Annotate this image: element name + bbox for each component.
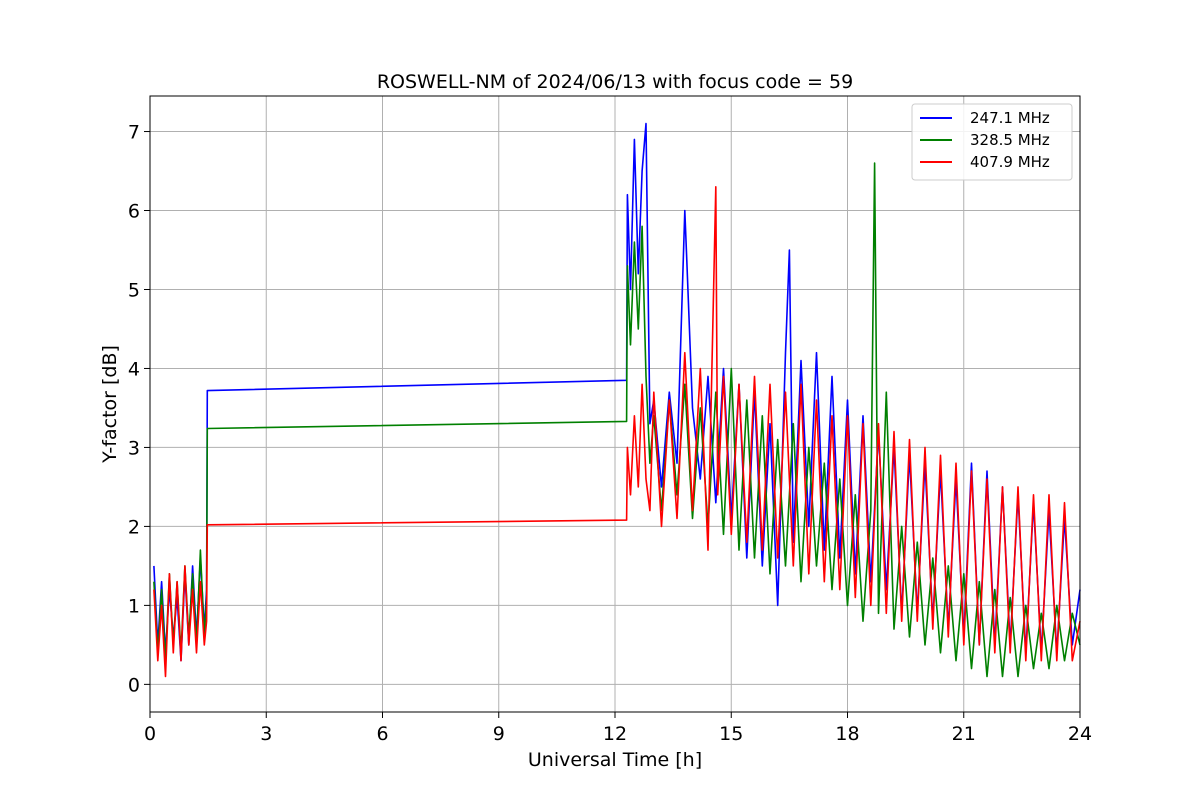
x-tick-label: 12	[603, 723, 627, 745]
grid-lines	[149, 96, 1081, 712]
x-tick-label: 15	[719, 723, 743, 745]
series-lines	[153, 122, 1081, 678]
y-tick-label: 1	[128, 595, 140, 617]
series-line-1	[153, 122, 1081, 662]
legend-label: 247.1 MHz	[970, 109, 1050, 127]
legend-label: 328.5 MHz	[970, 131, 1050, 149]
x-tick-label: 6	[376, 723, 388, 745]
legend-label: 407.9 MHz	[970, 153, 1050, 171]
x-tick-label: 9	[493, 723, 505, 745]
x-tick-label: 0	[144, 723, 156, 745]
x-tick-label: 21	[952, 723, 976, 745]
x-tick-label: 24	[1068, 723, 1092, 745]
chart-title: ROSWELL-NM of 2024/06/13 with focus code…	[377, 71, 853, 93]
y-tick-label: 7	[128, 122, 140, 144]
series-line-3	[153, 186, 1081, 678]
x-tick-label: 18	[835, 723, 859, 745]
y-tick-label: 3	[128, 437, 140, 459]
x-tick-label: 3	[260, 723, 272, 745]
x-axis-label: Universal Time [h]	[528, 749, 702, 771]
y-tick-label: 5	[128, 279, 140, 301]
series-line-2	[153, 162, 1081, 678]
y-tick-label: 2	[128, 516, 140, 538]
legend: 247.1 MHz 328.5 MHz 407.9 MHz	[911, 103, 1073, 181]
y-tick-label: 4	[128, 358, 140, 380]
y-tick-label: 0	[128, 674, 140, 696]
y-axis-label: Y-factor [dB]	[99, 345, 121, 464]
y-tick-label: 6	[128, 201, 140, 223]
